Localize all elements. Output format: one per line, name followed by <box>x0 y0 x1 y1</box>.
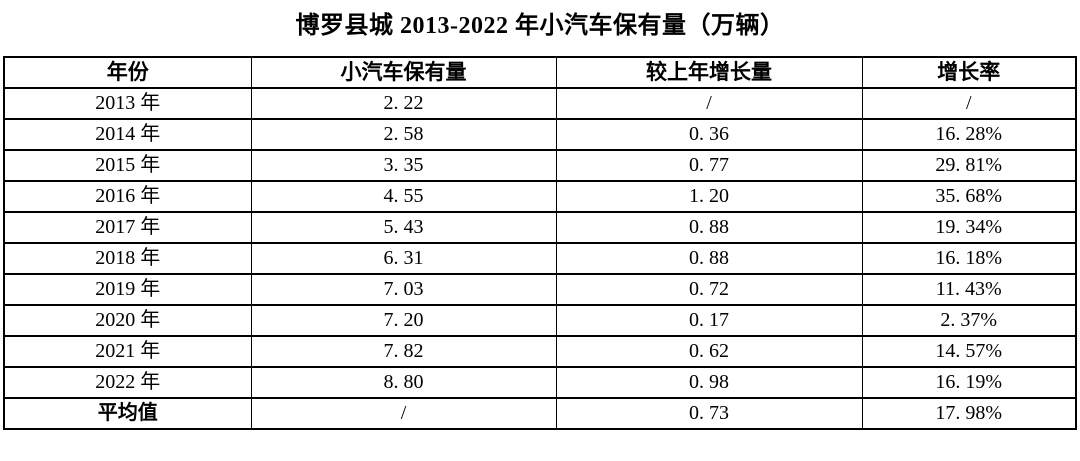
ownership-cell: 7. 03 <box>250 273 557 306</box>
table-row: 2019 年 7. 03 0. 72 11. 43% <box>3 273 1077 306</box>
ownership-cell: 7. 82 <box>250 335 557 368</box>
growth-cell: 0. 77 <box>555 149 863 182</box>
rate-cell: 35. 68% <box>861 180 1077 213</box>
ownership-cell: 6. 31 <box>250 242 557 275</box>
table-row: 2013 年 2. 22 / / <box>3 87 1077 120</box>
table-row: 2018 年 6. 31 0. 88 16. 18% <box>3 242 1077 275</box>
year-cell: 2021 年 <box>3 335 252 368</box>
table-row: 2022 年 8. 80 0. 98 16. 19% <box>3 366 1077 399</box>
year-cell: 2020 年 <box>3 304 252 337</box>
ownership-cell: 5. 43 <box>250 211 557 244</box>
growth-cell: 0. 72 <box>555 273 863 306</box>
rate-cell: 29. 81% <box>861 149 1077 182</box>
year-cell: 2022 年 <box>3 366 252 399</box>
table-row: 2017 年 5. 43 0. 88 19. 34% <box>3 211 1077 244</box>
rate-cell: / <box>861 87 1077 120</box>
year-cell: 2015 年 <box>3 149 252 182</box>
year-cell: 平均值 <box>3 397 252 430</box>
ownership-cell: 2. 22 <box>250 87 557 120</box>
rate-cell: 14. 57% <box>861 335 1077 368</box>
table-row: 2014 年 2. 58 0. 36 16. 28% <box>3 118 1077 151</box>
rate-cell: 16. 28% <box>861 118 1077 151</box>
table-row: 2015 年 3. 35 0. 77 29. 81% <box>3 149 1077 182</box>
rate-cell: 16. 19% <box>861 366 1077 399</box>
ownership-cell: / <box>250 397 557 430</box>
year-cell: 2016 年 <box>3 180 252 213</box>
growth-cell: 0. 88 <box>555 211 863 244</box>
header-row: 年份 小汽车保有量 较上年增长量 增长率 <box>3 56 1077 89</box>
column-header-ownership: 小汽车保有量 <box>250 56 557 89</box>
table-row: 2020 年 7. 20 0. 17 2. 37% <box>3 304 1077 337</box>
rate-cell: 19. 34% <box>861 211 1077 244</box>
rate-cell: 16. 18% <box>861 242 1077 275</box>
year-cell: 2017 年 <box>3 211 252 244</box>
column-header-rate: 增长率 <box>861 56 1077 89</box>
ownership-cell: 7. 20 <box>250 304 557 337</box>
column-header-year: 年份 <box>3 56 252 89</box>
ownership-cell: 4. 55 <box>250 180 557 213</box>
growth-cell: 1. 20 <box>555 180 863 213</box>
year-cell: 2014 年 <box>3 118 252 151</box>
growth-cell: 0. 98 <box>555 366 863 399</box>
table-row: 2016 年 4. 55 1. 20 35. 68% <box>3 180 1077 213</box>
car-ownership-table: 年份 小汽车保有量 较上年增长量 增长率 2013 年 2. 22 / / 20… <box>3 56 1077 430</box>
rate-cell: 11. 43% <box>861 273 1077 306</box>
ownership-cell: 8. 80 <box>250 366 557 399</box>
table-row: 2021 年 7. 82 0. 62 14. 57% <box>3 335 1077 368</box>
year-cell: 2019 年 <box>3 273 252 306</box>
growth-cell: 0. 36 <box>555 118 863 151</box>
column-header-growth: 较上年增长量 <box>555 56 863 89</box>
year-cell: 2013 年 <box>3 87 252 120</box>
growth-cell: 0. 62 <box>555 335 863 368</box>
growth-cell: 0. 73 <box>555 397 863 430</box>
rate-cell: 2. 37% <box>861 304 1077 337</box>
growth-cell: / <box>555 87 863 120</box>
page-title: 博罗县城 2013-2022 年小汽车保有量（万辆） <box>295 13 785 39</box>
growth-cell: 0. 17 <box>555 304 863 337</box>
table-row-average: 平均值 / 0. 73 17. 98% <box>3 397 1077 430</box>
ownership-cell: 3. 35 <box>250 149 557 182</box>
year-cell: 2018 年 <box>3 242 252 275</box>
rate-cell: 17. 98% <box>861 397 1077 430</box>
growth-cell: 0. 88 <box>555 242 863 275</box>
ownership-cell: 2. 58 <box>250 118 557 151</box>
